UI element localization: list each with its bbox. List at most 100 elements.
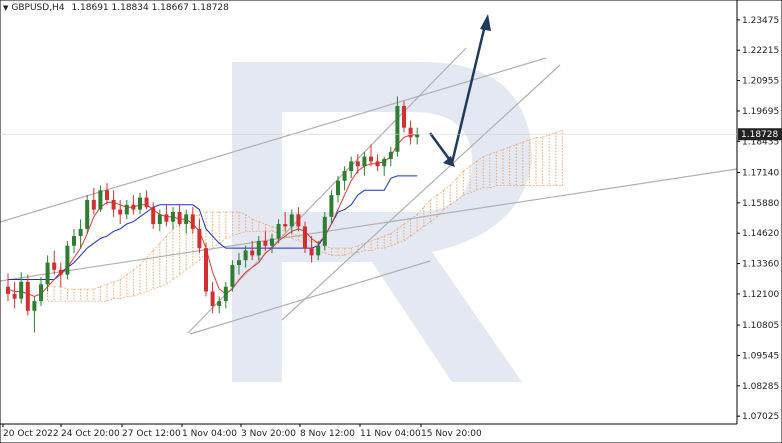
candle-body [395,106,400,152]
candle-body [157,214,162,225]
candle-body [19,281,24,299]
price-tick-label: 1.18435 [742,137,779,147]
price-tick-label: 1.07025 [742,412,779,422]
candle-body [276,224,281,239]
channel-line[interactable] [281,64,561,321]
cloud-span-b [397,240,405,244]
cloud-span-a [245,214,253,220]
cloud-span-a [238,211,246,215]
candle-body [171,212,175,222]
cloud-span-b [192,259,200,266]
candle-body [85,199,90,229]
time-axis-labels: 20 Oct 2022 24 Oct 20:00 27 Oct 12:00 1 Nov… [2,424,482,439]
candle-body [223,286,228,302]
cloud-span-a [159,235,167,244]
candle-body [91,199,96,210]
cloud-span-b [476,187,484,191]
cloud-span-a [113,279,121,283]
cloud-span-a [357,242,365,247]
forecast-arrow-down[interactable] [428,132,454,164]
cloud-span-a [126,269,134,275]
candle-body [210,291,215,306]
candle-body [111,199,116,210]
time-tick-label: 15 Nov 20:00 [421,429,482,439]
cloud-span-a [146,250,154,259]
cloud-span-a [456,170,464,179]
time-tick-label: 11 Nov 04:00 [360,429,421,439]
ichimoku-lines [7,134,418,297]
candle-body [270,238,274,246]
cloud-span-a [542,134,550,138]
forecast-arrow-up[interactable] [450,24,487,164]
price-tick-label: 1.17140 [742,168,779,178]
cloud-span-a [489,151,497,155]
channel-line[interactable] [0,168,738,282]
cloud-span-b [463,192,471,196]
ichimoku-cloud [47,129,563,302]
triangle-down-icon[interactable]: ▼ [3,4,9,12]
time-tick-label: 24 Oct 20:00 [61,429,120,439]
cloud-span-a [258,221,266,225]
candle-body [237,260,241,265]
price-tick-label: 1.22215 [742,46,779,56]
cloud-span-a [351,245,358,249]
cloud-span-b [232,233,240,237]
cloud-span-a [370,238,378,242]
cloud-span-b [403,235,411,242]
candle-body [369,156,373,162]
cloud-span-a [529,136,537,141]
cloud-span-b [139,291,147,295]
cloud-span-b [159,283,167,288]
price-tick-label: 1.08285 [742,382,779,392]
candle-body [349,161,354,172]
cloud-span-a [403,218,411,225]
cloud-span-b [344,252,352,256]
cloud-span-a [509,144,517,148]
candle-body [151,207,156,225]
candle-body [131,204,136,210]
cloud-span-b [271,230,279,235]
time-tick-label: 1 Nov 04:00 [182,429,237,439]
cloud-span-b [120,295,127,300]
candle-body [289,214,294,227]
price-tick-label: 1.09545 [742,351,779,361]
candle-body [32,301,37,311]
cloud-span-b [172,274,180,280]
candle-body [296,214,301,227]
price-tick-label: 1.23475 [742,16,779,26]
channel-line[interactable] [189,260,431,335]
cloud-span-b [324,252,332,256]
cloud-span-a [483,153,490,157]
forecast-arrows[interactable] [428,14,491,167]
candle-body [336,180,340,196]
candle-body [316,245,321,256]
candle-body [98,190,103,210]
candle-body [415,134,420,138]
cloud-span-a [271,226,279,230]
candle-body [303,226,307,249]
candle-body [243,250,248,261]
channel-line[interactable] [0,57,547,223]
candle-body [355,161,360,167]
candle-body [177,212,182,225]
candle-body [52,262,57,270]
price-tick-label: 1.14620 [742,229,779,239]
cloud-span-a [390,228,398,234]
tenkan-line [7,134,418,297]
cloud-span-b [410,230,418,237]
cloud-span-a [291,233,299,237]
arrowhead-icon [480,14,491,31]
symbol-label: GBPUSD,H4 [11,3,65,13]
cloud-span-a [384,233,391,237]
candle-body [342,171,347,181]
cloud-span-a [449,178,458,186]
cloud-span-a [311,240,319,244]
candle-body [78,228,83,237]
cloud-span-a [265,223,273,227]
kijun-line [8,175,418,280]
cloud-span-a [377,235,385,239]
cloud-span-b [489,185,497,189]
